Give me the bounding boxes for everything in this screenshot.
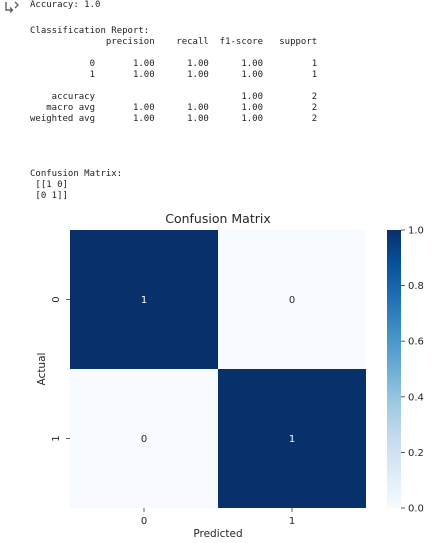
cell-annotation: 0 [289, 295, 295, 306]
x-tick-label: 0 [141, 516, 147, 527]
colorbar [387, 230, 401, 508]
colorbar-tick-label: 0.8 [408, 281, 424, 292]
x-axis-label: Predicted [193, 528, 242, 540]
chart-title: Confusion Matrix [165, 211, 271, 226]
confusion-matrix-heatmap: Confusion Matrix 1 0 0 1 0 1 0 1 Predicted Actual 0… [36, 211, 424, 540]
heatmap-cell [70, 369, 218, 508]
colorbar-tick-label: 0.6 [408, 337, 424, 348]
heatmap-cell [218, 230, 366, 369]
classification-report-output: Classification Report: precision recall … [30, 26, 318, 124]
output-expand-icon[interactable] [4, 0, 20, 14]
cell-annotation: 0 [141, 434, 147, 445]
cell-annotation: 1 [289, 434, 295, 445]
confusion-matrix-text-output: Confusion Matrix: [[1 0] [0 1]] [30, 169, 123, 201]
y-axis-label: Actual [36, 353, 48, 386]
heatmap-cell [70, 230, 218, 369]
y-tick-label: 0 [51, 296, 62, 302]
cell-annotation: 1 [141, 295, 147, 306]
y-tick-label: 1 [51, 435, 62, 441]
heatmap-cell [218, 369, 366, 508]
colorbar-tick-label: 0.2 [408, 448, 424, 459]
colorbar-tick-label: 1.0 [408, 226, 424, 237]
accuracy-output: Accuracy: 1.0 [30, 0, 101, 10]
colorbar-tick-label: 0.4 [408, 392, 424, 403]
x-tick-label: 1 [289, 516, 295, 527]
colorbar-tick-label: 0.0 [408, 504, 424, 515]
